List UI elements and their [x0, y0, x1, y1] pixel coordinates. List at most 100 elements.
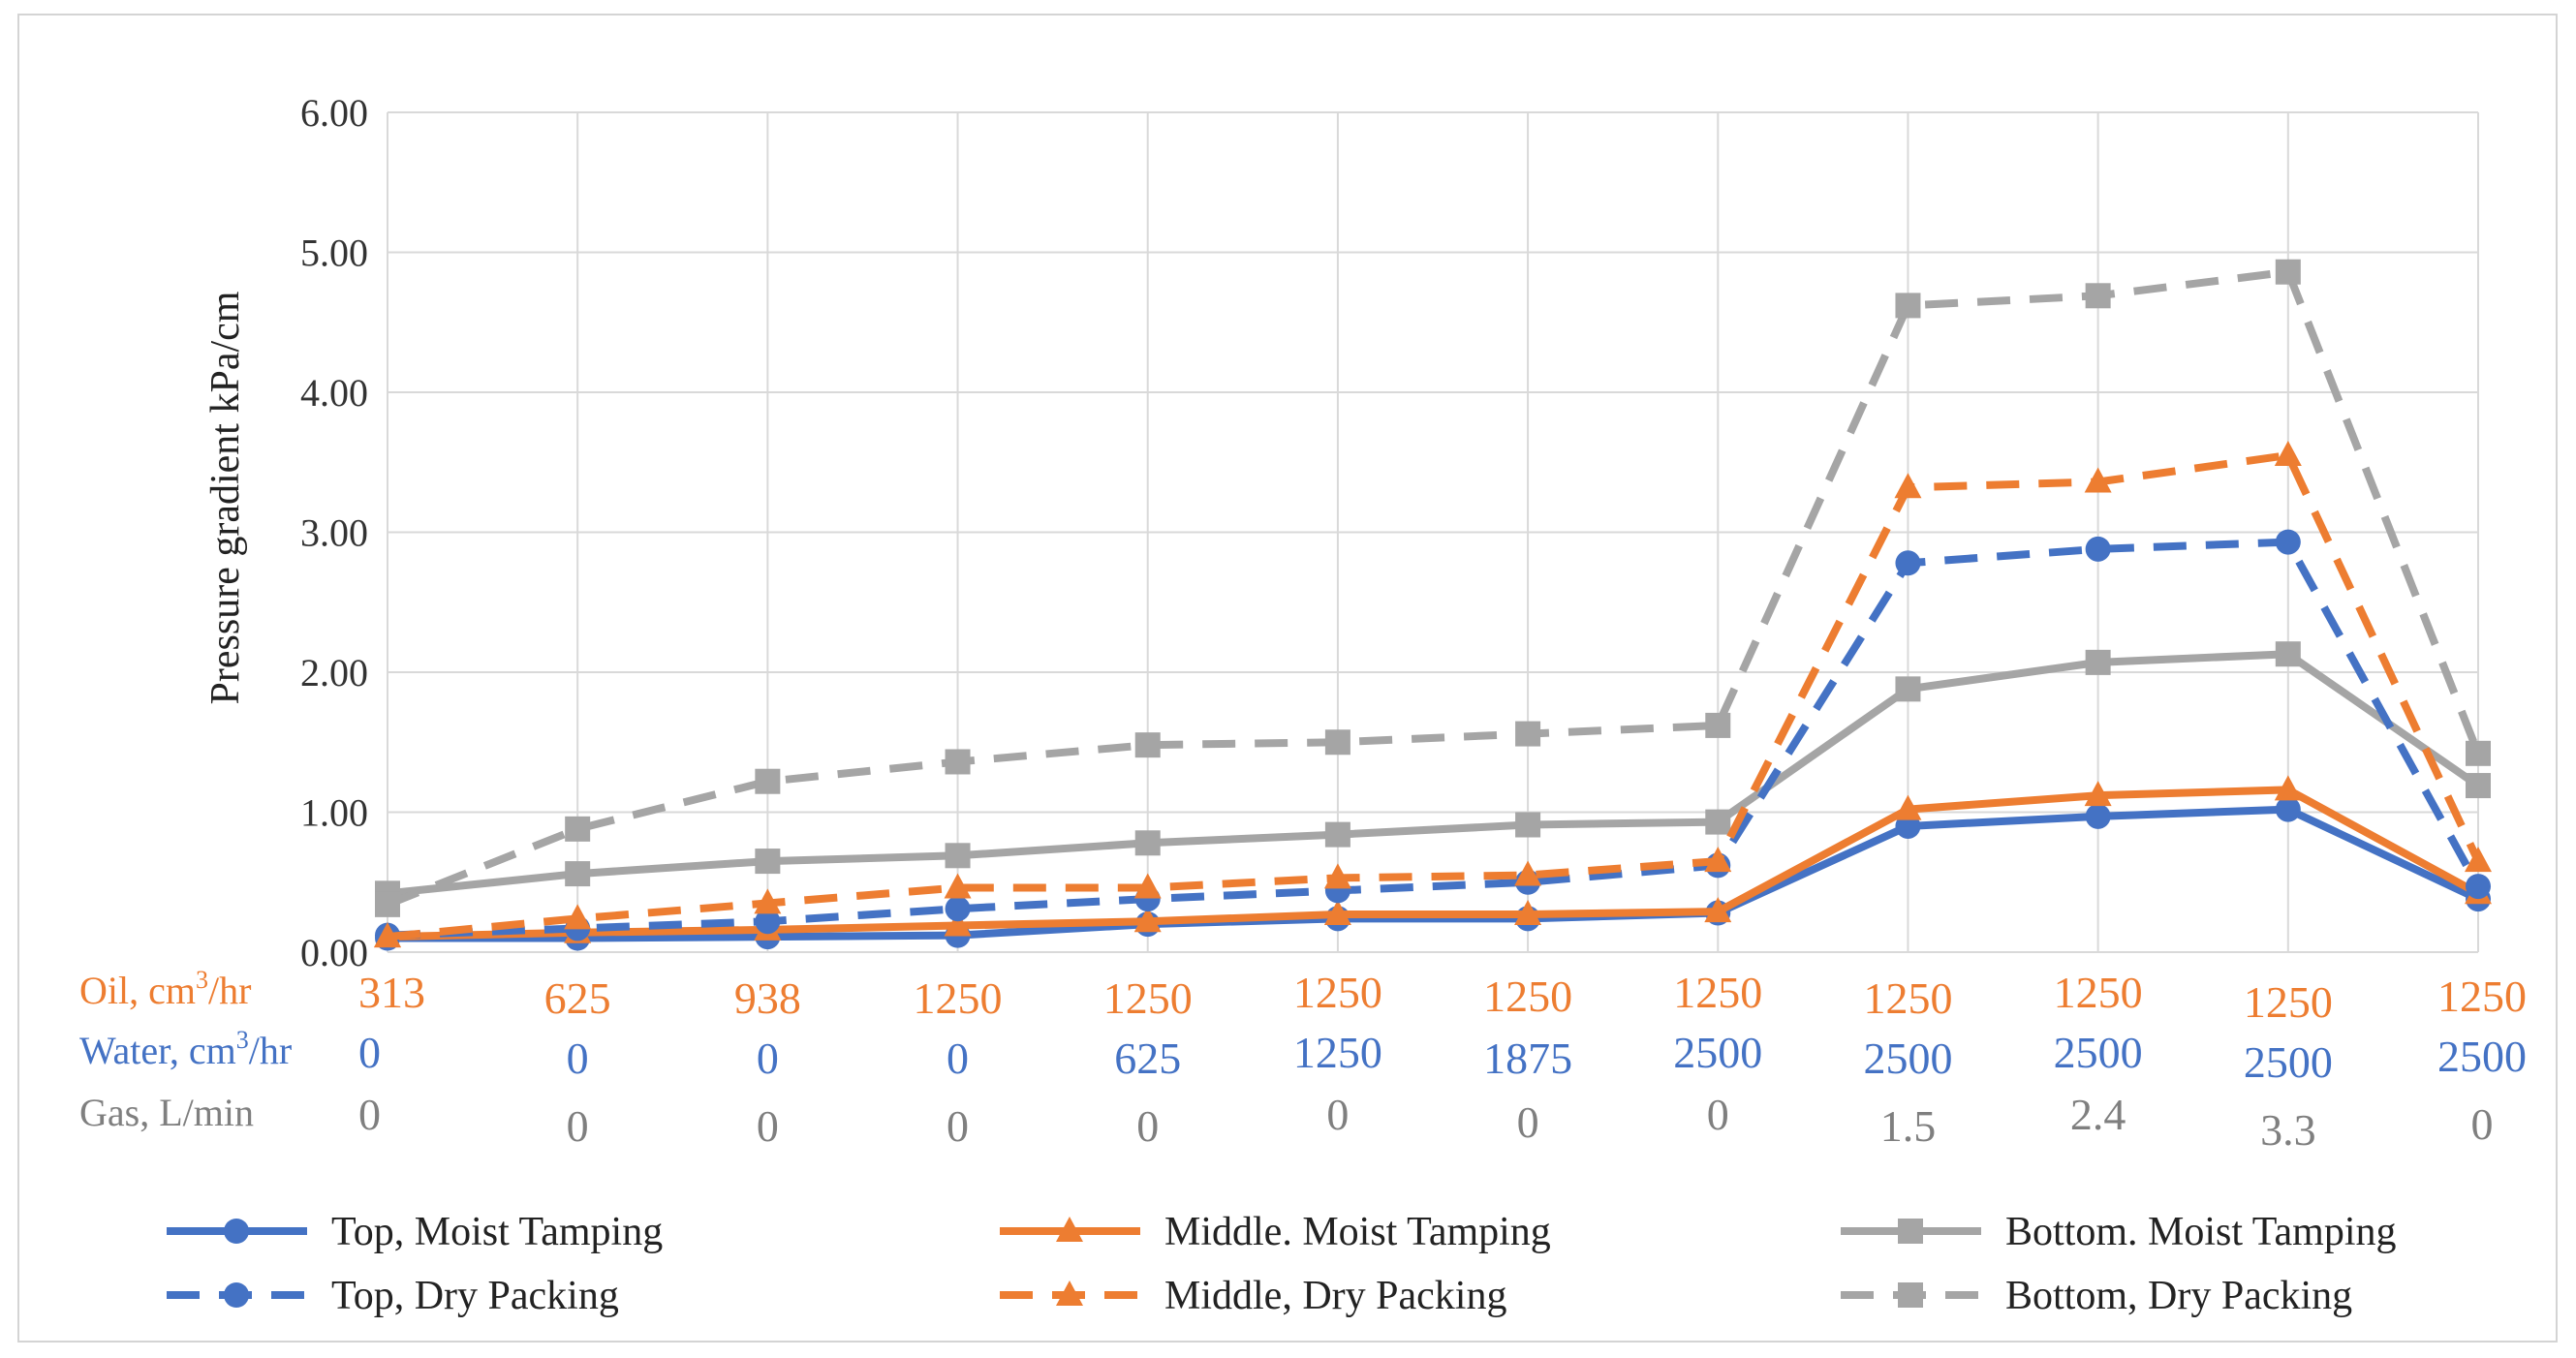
series	[374, 259, 2492, 951]
data-point	[1514, 860, 1542, 886]
x-category-value: 1875	[1483, 1034, 1572, 1083]
x-category-value: 0	[358, 1028, 381, 1077]
x-category-value: 1250	[1863, 973, 1952, 1023]
series-line	[388, 805, 2480, 942]
x-row-label: Water, cm3/hr	[79, 1026, 292, 1072]
data-point	[754, 888, 782, 914]
x-category-value: 0	[1326, 1090, 1349, 1139]
x-category-value: 3.3	[2260, 1105, 2316, 1155]
x-category-value: 1250	[1673, 968, 1762, 1017]
x-category-value: 2500	[2437, 1032, 2527, 1081]
x-category-value: 0	[567, 1034, 589, 1083]
row-label-tail: /hr	[249, 1029, 292, 1072]
row-label-tail: /hr	[208, 969, 251, 1012]
data-point	[1705, 712, 1731, 738]
data-point	[564, 904, 592, 930]
x-category-value: 0	[757, 1034, 779, 1083]
x-category-value: 0	[358, 1090, 381, 1139]
legend-marker	[1898, 1282, 1923, 1308]
data-point	[2465, 847, 2492, 873]
legend-label: Middle. Moist Tamping	[1164, 1210, 1551, 1254]
data-point	[2084, 781, 2112, 807]
legend-item-bottom-moist-tamping: Bottom. Moist Tamping	[1841, 1210, 2397, 1254]
row-label-sup: 3	[196, 966, 208, 994]
data-point	[2466, 874, 2491, 900]
data-point	[2274, 441, 2302, 467]
data-point	[1324, 821, 1350, 848]
data-point	[2085, 803, 2111, 829]
x-category-value: 2500	[2244, 1037, 2333, 1087]
x-category-value: 0	[2471, 1099, 2494, 1149]
y-tick-labels: 0.00 1.00 2.00 3.00 4.00 5.00 6.00	[300, 91, 368, 974]
data-point	[1705, 809, 1731, 835]
legend-label: Bottom. Moist Tamping	[2005, 1210, 2397, 1254]
series-line	[387, 650, 2481, 898]
x-category-value: 2500	[2054, 1028, 2143, 1077]
data-point	[1895, 676, 1921, 702]
x-category-value: 1250	[2244, 977, 2333, 1027]
data-point	[1895, 550, 1921, 576]
series-line	[386, 267, 2482, 909]
data-point	[375, 891, 400, 917]
x-category-value: 0	[757, 1101, 779, 1151]
x-category-value: 2.4	[2070, 1090, 2126, 1139]
x-category-value: 0	[1517, 1097, 1539, 1147]
legend-marker	[1056, 1217, 1083, 1242]
x-category-value: 2500	[1863, 1034, 1952, 1083]
legend-item-middle-moist-tamping: Middle. Moist Tamping	[1000, 1210, 1551, 1254]
data-point	[1323, 863, 1351, 889]
y-tick-label: 0.00	[300, 931, 368, 974]
data-point	[1323, 899, 1351, 925]
data-point	[2275, 796, 2301, 822]
data-point	[2275, 529, 2301, 555]
row-label-sup: 3	[236, 1026, 249, 1054]
chart-frame: 0.00 1.00 2.00 3.00 4.00 5.00 6.00 Pressure gr…	[17, 14, 2558, 1343]
y-tick-label: 6.00	[300, 91, 368, 135]
legend-item-middle-dry-packing: Middle, Dry Packing	[1000, 1274, 1506, 1318]
data-point	[1515, 812, 1541, 838]
series-line	[387, 538, 2482, 940]
data-point	[1324, 729, 1350, 756]
x-category-value: 313	[358, 968, 425, 1017]
y-tick-label: 5.00	[300, 231, 368, 275]
x-category-value: 1250	[914, 973, 1003, 1023]
x-category-value: 625	[1114, 1034, 1181, 1083]
legend-marker	[1898, 1219, 1923, 1244]
legend-marker	[1056, 1281, 1083, 1306]
data-point	[945, 843, 971, 869]
data-point	[755, 909, 781, 935]
x-category-value: 1250	[1103, 973, 1193, 1023]
x-category-value: 1250	[1483, 972, 1572, 1021]
legend-item-bottom-dry-packing: Bottom, Dry Packing	[1841, 1274, 2352, 1318]
series-middle-dry-packing	[374, 441, 2492, 948]
series-line	[387, 451, 2482, 941]
x-category-value: 0	[567, 1101, 589, 1151]
pressure-gradient-chart: 0.00 1.00 2.00 3.00 4.00 5.00 6.00 Pressure gr…	[79, 91, 2527, 1318]
data-point	[1134, 732, 1161, 758]
legend-item-top-dry-packing: Top, Dry Packing	[167, 1274, 619, 1318]
x-category-value: 0	[1707, 1090, 1729, 1139]
y-axis-title: Pressure gradient kPa/cm	[203, 291, 248, 704]
data-point	[945, 749, 971, 775]
x-category-value: 1250	[1293, 1028, 1382, 1077]
x-row-label: Oil, cm3/hr	[79, 966, 251, 1012]
y-tick-label: 3.00	[300, 511, 368, 555]
x-category-value: 0	[947, 1034, 969, 1083]
x-category-value: 1.5	[1880, 1101, 1937, 1151]
x-category-value: 1250	[2437, 972, 2527, 1021]
data-point	[1704, 897, 1732, 923]
x-category-table: Oil, cm3/hr 313 625 938 1250 1250 1250 1250 1250…	[79, 966, 2527, 1155]
data-point	[565, 861, 591, 887]
series-bottom-moist-tamping	[375, 641, 2491, 907]
data-point	[755, 768, 781, 794]
y-tick-label: 1.00	[300, 791, 368, 835]
y-tick-label: 4.00	[300, 371, 368, 415]
data-point	[2084, 467, 2112, 493]
data-point	[2275, 641, 2301, 667]
data-point	[1704, 847, 1732, 873]
legend-item-top-moist-tamping: Top, Moist Tamping	[167, 1210, 663, 1254]
data-point	[1134, 830, 1161, 856]
x-row-label: Gas, L/min	[79, 1091, 254, 1134]
x-category-value: 938	[734, 973, 801, 1023]
series-line	[387, 786, 2480, 941]
